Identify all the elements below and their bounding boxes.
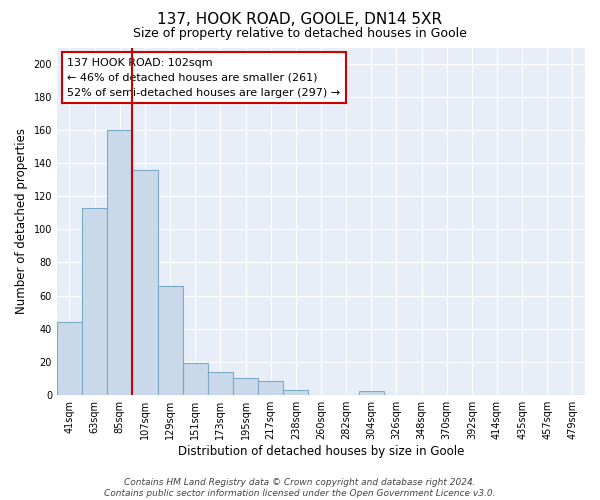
Bar (133, 170, 158, 394)
Text: 137, HOOK ROAD, GOOLE, DN14 5XR: 137, HOOK ROAD, GOOLE, DN14 5XR (157, 12, 443, 28)
X-axis label: Distribution of detached houses by size in Goole: Distribution of detached houses by size … (178, 444, 464, 458)
Y-axis label: Number of detached properties: Number of detached properties (15, 128, 28, 314)
Bar (158, 286, 182, 395)
Bar (182, 364, 208, 394)
Text: Size of property relative to detached houses in Goole: Size of property relative to detached ho… (133, 28, 467, 40)
Bar (233, 378, 258, 394)
Bar (57, 322, 82, 394)
Bar (283, 390, 308, 394)
Bar (208, 372, 233, 394)
Text: 137 HOOK ROAD: 102sqm
← 46% of detached houses are smaller (261)
52% of semi-det: 137 HOOK ROAD: 102sqm ← 46% of detached … (67, 58, 341, 98)
Bar (107, 130, 133, 394)
Bar (359, 392, 384, 394)
Text: Contains HM Land Registry data © Crown copyright and database right 2024.
Contai: Contains HM Land Registry data © Crown c… (104, 478, 496, 498)
Bar (258, 382, 283, 394)
Bar (82, 208, 107, 394)
